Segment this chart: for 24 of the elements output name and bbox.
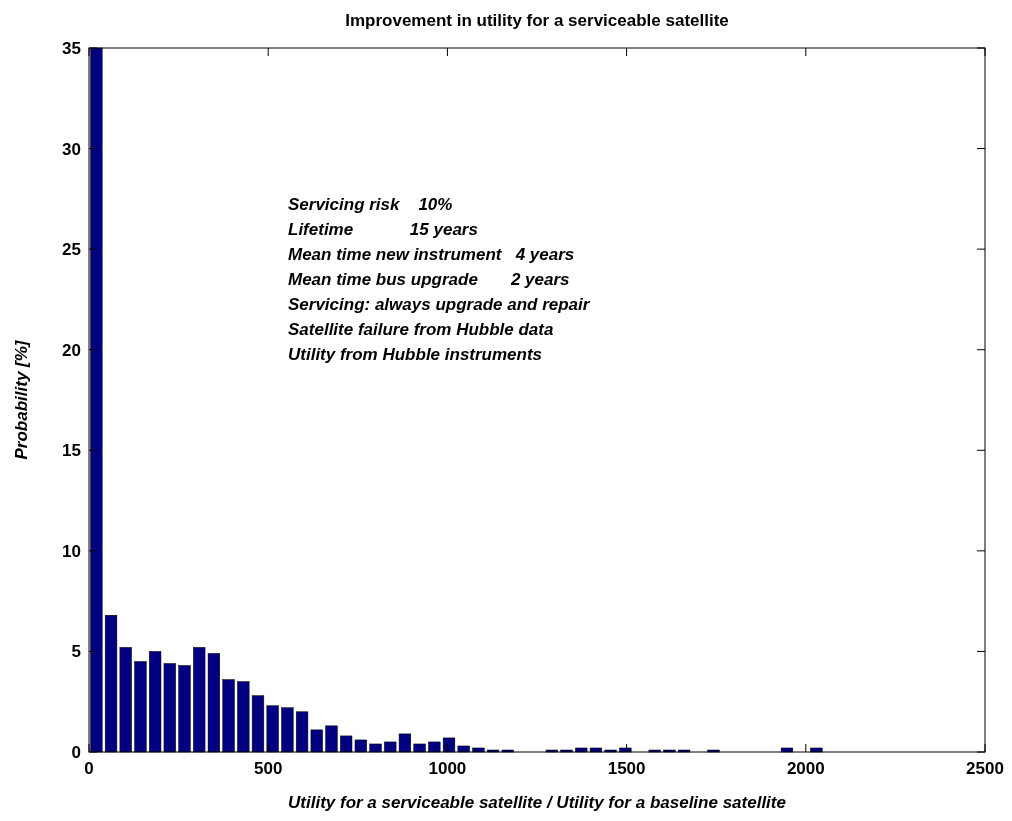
x-tick-label: 0 — [84, 759, 94, 778]
annotation: Lifetime 15 years — [288, 220, 478, 239]
y-tick-label: 35 — [62, 38, 81, 58]
y-tick-label: 20 — [62, 340, 81, 360]
annotation: Mean time new instrument 4 years — [288, 245, 575, 264]
x-tick-label: 1500 — [607, 759, 646, 778]
y-tick-label: 25 — [62, 240, 81, 260]
annotation: Utility from Hubble instruments — [288, 345, 543, 364]
annotation: Mean time bus upgrade 2 years — [288, 270, 570, 289]
annotation: Servicing risk 10% — [288, 195, 453, 214]
annotation: Satellite failure from Hubble data — [288, 320, 554, 339]
y-axis-title: Probability [%] — [12, 339, 31, 460]
y-tick-label: 15 — [62, 441, 81, 461]
x-tick-label: 1000 — [428, 759, 467, 778]
y-tick-label: 30 — [62, 139, 81, 159]
x-tick-label: 2500 — [966, 759, 1004, 778]
y-tick-label: 5 — [71, 642, 81, 662]
x-axis-title: Utility for a serviceable satellite / Utility for a baseline satellite — [288, 793, 786, 812]
y-tick-label: 10 — [62, 541, 81, 561]
x-tick-label: 500 — [254, 759, 283, 778]
y-tick-label: 0 — [71, 742, 81, 762]
annotation: Servicing: always upgrade and repair — [288, 295, 591, 314]
x-tick-label: 2000 — [786, 759, 825, 778]
chart-title: Improvement in utility for a serviceable satellite — [345, 11, 729, 30]
